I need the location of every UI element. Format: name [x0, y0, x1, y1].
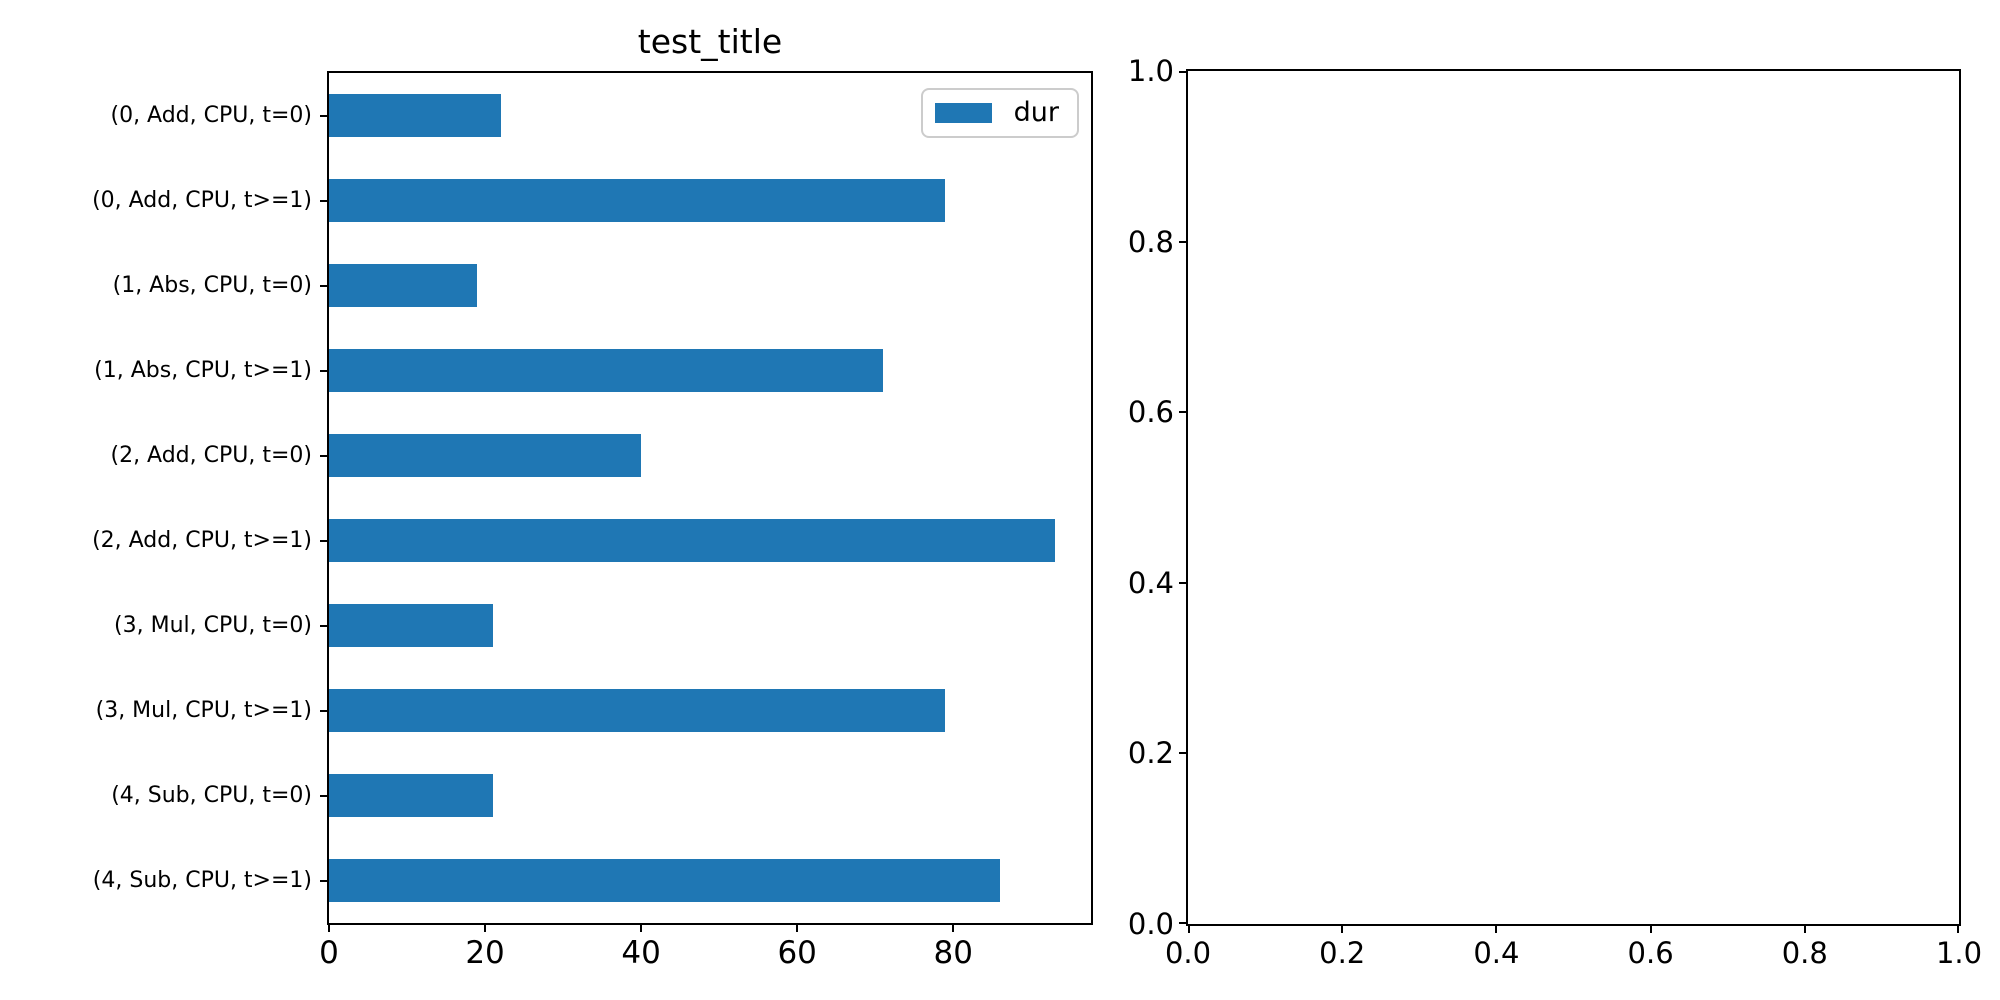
bar [329, 434, 642, 477]
bar [329, 519, 1055, 562]
y-tick-label: (2, Add, CPU, t>=1) [92, 527, 312, 553]
y-tick-label: (0, Add, CPU, t=0) [110, 102, 312, 128]
x-tick-mark [1495, 924, 1498, 933]
legend-label: dur [1013, 97, 1059, 128]
y-tick-mark [1179, 240, 1188, 243]
x-tick-label: 80 [933, 935, 973, 971]
x-tick-mark [1188, 924, 1190, 933]
left-bar-chart-axes: dur (0, Add, CPU, t=0) (0, Add, CPU, t>=1… [92, 71, 1093, 971]
y-tick-mark [1179, 752, 1188, 755]
y-tick-label: 0.6 [1127, 395, 1174, 430]
y-tick-label: (4, Sub, CPU, t=0) [111, 782, 312, 808]
x-tick-label: 0.2 [1319, 936, 1366, 970]
x-tick-label: 0.0 [1164, 936, 1212, 970]
y-tick-label: (1, Abs, CPU, t>=1) [94, 357, 312, 383]
bar [329, 689, 946, 732]
x-tick-label: 0 [319, 935, 339, 971]
y-tick-label: 0.8 [1127, 224, 1174, 259]
y-tick-label: 0.2 [1127, 736, 1174, 771]
y-tick-mark [1179, 71, 1188, 73]
right-empty-axes: 0.0 0.2 0.4 0.6 0.8 1.0 0.0 0.2 0.4 0.6 0.8 1.0 [1128, 54, 1982, 970]
y-tick-mark [320, 709, 329, 712]
bar [329, 179, 946, 222]
y-tick-mark [320, 624, 329, 627]
legend-swatch-dur [934, 103, 992, 123]
y-tick-label: (3, Mul, CPU, t>=1) [95, 697, 312, 723]
y-tick-label: (4, Sub, CPU, t>=1) [92, 867, 312, 893]
y-tick-mark [320, 199, 329, 202]
y-tick-mark [320, 284, 329, 287]
x-tick-label: 40 [621, 935, 661, 971]
x-tick-mark [1957, 924, 1959, 933]
bar [329, 94, 501, 137]
x-tick-mark [1803, 924, 1806, 933]
y-tick-label: 1.0 [1127, 54, 1174, 88]
y-tick-label: (3, Mul, CPU, t=0) [114, 612, 312, 638]
y-tick-mark [320, 794, 329, 797]
bar [329, 859, 1001, 902]
y-tick-mark [320, 879, 329, 882]
x-tick-mark [796, 923, 799, 932]
y-tick-label: (2, Add, CPU, t=0) [110, 442, 312, 468]
y-tick-mark [320, 114, 329, 117]
x-tick-mark [484, 923, 487, 932]
x-tick-mark [1341, 924, 1344, 933]
legend: dur [920, 88, 1079, 138]
bar [329, 774, 493, 817]
x-tick-mark [640, 923, 643, 932]
x-tick-mark [328, 923, 330, 932]
x-tick-label: 60 [777, 935, 817, 971]
x-tick-mark [1649, 924, 1652, 933]
bar [329, 264, 478, 307]
y-tick-mark [1179, 922, 1188, 924]
y-tick-mark [1179, 581, 1188, 584]
y-tick-mark [320, 369, 329, 372]
y-tick-mark [320, 454, 329, 457]
x-tick-label: 0.4 [1473, 936, 1520, 970]
y-tick-mark [1179, 411, 1188, 414]
y-tick-mark [320, 539, 329, 542]
y-tick-label: (0, Add, CPU, t>=1) [92, 187, 312, 213]
x-tick-label: 0.6 [1627, 936, 1674, 970]
bar [329, 604, 493, 647]
x-tick-mark [952, 923, 955, 932]
x-tick-label: 0.8 [1781, 936, 1828, 970]
y-tick-label: 0.4 [1127, 565, 1174, 600]
y-tick-label: 0.0 [1127, 907, 1174, 941]
bar [329, 349, 884, 392]
y-tick-label: (1, Abs, CPU, t=0) [112, 272, 312, 298]
chart-title: test_title [637, 22, 783, 61]
x-tick-label: 1.0 [1935, 936, 1983, 970]
x-tick-label: 20 [465, 935, 505, 971]
